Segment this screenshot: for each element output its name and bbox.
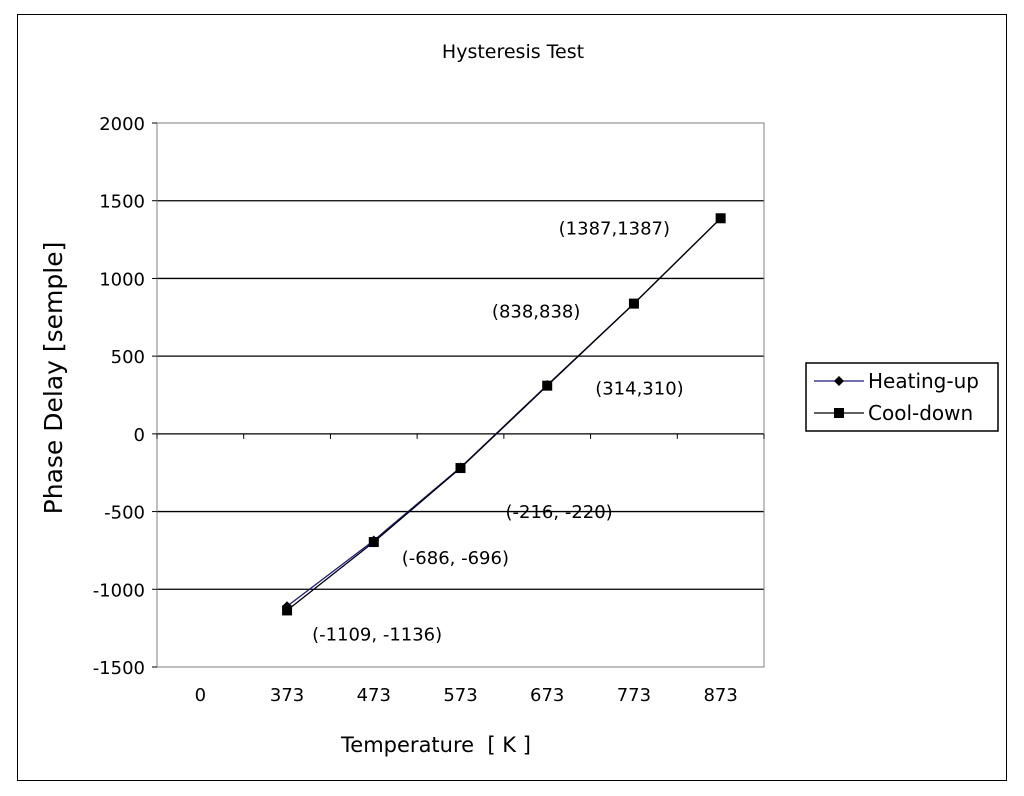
series-markers xyxy=(282,213,726,616)
x-tick-label: 0 xyxy=(195,685,206,706)
legend: Heating-up Cool-down xyxy=(805,362,999,432)
y-tick-label: 1500 xyxy=(99,192,145,213)
x-tick-label: 673 xyxy=(530,685,564,706)
x-tick-label: 473 xyxy=(357,685,391,706)
data-label: (-1109, -1136) xyxy=(312,624,442,645)
data-point-cool-down xyxy=(715,213,726,224)
legend-label-heating-up: Heating-up xyxy=(868,369,979,393)
chart-frame xyxy=(17,14,1007,781)
y-tick-label: -1500 xyxy=(93,658,145,679)
data-point-cool-down xyxy=(628,298,639,309)
series-lines xyxy=(286,217,722,611)
legend-label-cool-down: Cool-down xyxy=(868,401,973,425)
x-tick-label: 373 xyxy=(270,685,304,706)
x-axis-title: Temperature [ K ] xyxy=(340,733,531,757)
gridlines xyxy=(157,200,764,590)
data-labels: (-1109, -1136) (-686, -696) (-216, -220) (3… xyxy=(312,218,684,645)
legend-box xyxy=(805,362,999,432)
series-line-cool-down xyxy=(286,217,722,611)
data-label: (-686, -696) xyxy=(402,548,509,569)
data-point-cool-down xyxy=(542,380,553,391)
y-tick-label: 500 xyxy=(111,347,145,368)
legend-marker-cool-down xyxy=(834,408,844,418)
legend-marker-heating-up xyxy=(834,376,844,386)
data-point-cool-down xyxy=(455,463,466,474)
x-tick-label: 873 xyxy=(703,685,737,706)
data-point-cool-down xyxy=(282,605,293,616)
data-label: (314,310) xyxy=(595,379,683,400)
y-axis-title: Phase Delay [semple] xyxy=(39,242,68,515)
chart-title: Hysteresis Test xyxy=(442,41,584,63)
plot-area xyxy=(156,122,765,668)
y-tick-label: 0 xyxy=(134,425,145,446)
data-point-cool-down xyxy=(368,537,379,548)
axis-ticks: 2000 1500 1000 500 0 -500 -1000 -1500 0 373 473 573… xyxy=(93,114,765,706)
data-label: (-216, -220) xyxy=(506,502,613,523)
y-tick-label: 2000 xyxy=(99,114,145,135)
data-label: (838,838) xyxy=(492,302,580,323)
data-label: (1387,1387) xyxy=(559,218,670,239)
x-tick-label: 773 xyxy=(617,685,651,706)
y-tick-label: 1000 xyxy=(99,269,145,290)
y-tick-label: -500 xyxy=(104,503,145,524)
y-tick-label: -1000 xyxy=(93,580,145,601)
x-tick-label: 573 xyxy=(443,685,477,706)
